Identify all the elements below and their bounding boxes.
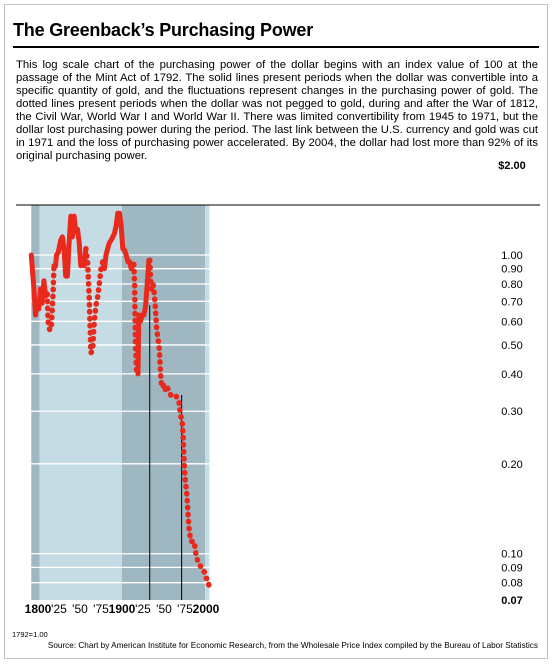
chart-frame — [4, 4, 548, 659]
x-tick-label: '50 — [72, 602, 88, 616]
y-tick-label: 0.30 — [501, 406, 522, 418]
y-tick-label: 0.70 — [501, 296, 522, 308]
solid-segment-4 — [100, 210, 137, 272]
dotted-segment-1 — [44, 263, 57, 333]
x-tick-label: 1800 — [25, 602, 52, 616]
source-note: Source: Chart by American Institute for … — [47, 641, 538, 650]
chart-title: The Greenback’s Purchasing Power — [13, 20, 314, 40]
gridlines — [16, 204, 540, 584]
y-tick-label: 0.50 — [501, 340, 522, 352]
x-axis-labels: 1800'25'50'75 1900'25'50'75 2000 — [25, 602, 220, 616]
x-tick-label: '25 — [135, 602, 151, 616]
y-tick-label: 0.80 — [501, 279, 522, 291]
y-tick-label: 1.00 — [501, 250, 522, 262]
y-tick-label: $2.00 — [498, 160, 526, 172]
y-tick-label: 0.60 — [501, 316, 522, 328]
band-0 — [31, 205, 40, 600]
solid-segment-0 — [28, 252, 50, 318]
y-tick-label: 0.20 — [501, 459, 522, 471]
x-tick-label: '75 — [177, 602, 193, 616]
series-line — [28, 210, 213, 591]
y-tick-label: 0.10 — [501, 549, 522, 561]
x-tick-label: '50 — [156, 602, 172, 616]
dotted-segment-7 — [146, 257, 213, 591]
x-tick-label: '25 — [51, 602, 67, 616]
y-tick-label: 0.07 — [501, 595, 522, 607]
y-tick-label: 0.09 — [501, 562, 522, 574]
x-tick-label: '75 — [93, 602, 109, 616]
y-tick-label: 0.90 — [501, 264, 522, 276]
band-3 — [205, 205, 210, 600]
title-rule — [13, 46, 539, 48]
y-tick-label: 0.08 — [501, 578, 522, 590]
y-tick-label: 0.40 — [501, 369, 522, 381]
x-tick-label: 2000 — [193, 602, 220, 616]
y-axis-labels: $2.00 1.00 0.90 0.80 0.70 0.60 0.50 0.40 0.30 0.2… — [498, 160, 526, 607]
chart-description: This log scale chart of the purchasing p… — [16, 59, 538, 162]
solid-segment-2 — [51, 213, 89, 279]
base-note: 1792=1.00 — [12, 630, 48, 639]
x-tick-label: 1900 — [109, 602, 136, 616]
dotted-segment-3 — [83, 245, 106, 356]
